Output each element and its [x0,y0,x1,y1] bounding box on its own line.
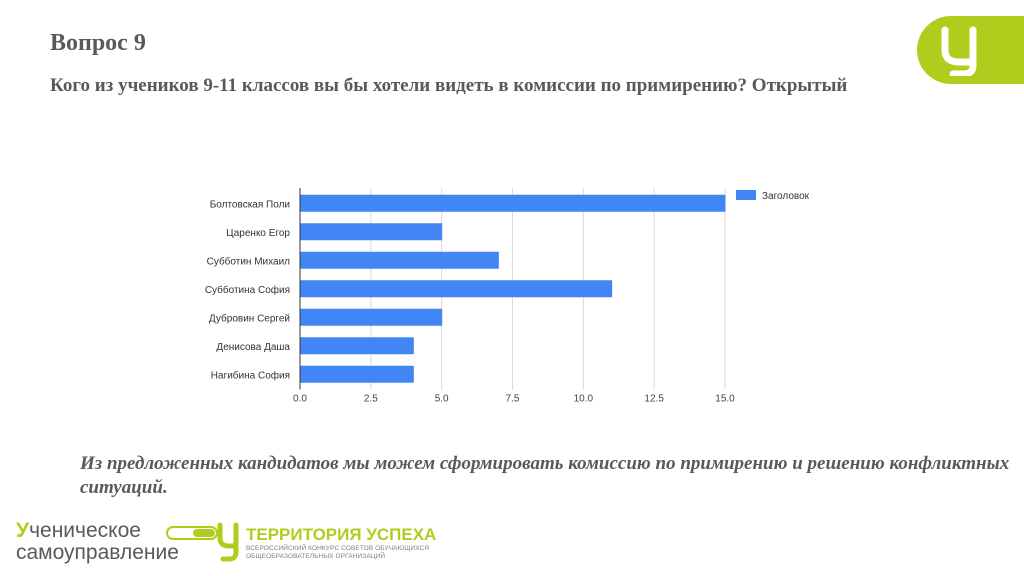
x-tick-label: 10.0 [574,394,594,405]
legend-swatch [736,190,756,200]
logo1-letter: У [16,519,30,542]
bar [300,251,499,269]
x-tick-label: 15.0 [715,394,735,405]
logo2-subtitle-1: ВСЕРОССИЙСКИЙ КОНКУРС СОВЕТОВ ОБУЧАЮЩИХС… [246,545,430,552]
bar [300,308,443,326]
conclusion-text: Из предложенных кандидатов мы можем сфор… [80,453,1010,498]
x-tick-label: 0.0 [293,394,307,405]
logo1-line1-text: ченическое [29,519,141,542]
x-tick-label: 12.5 [644,394,664,405]
category-label: Царенко Егор [226,228,290,239]
bar [300,223,443,241]
brand-u-icon [941,26,977,76]
bar [300,337,414,355]
bar [300,194,726,212]
student-government-logo: Ученическое самоуправление [16,520,218,566]
category-label: Нагибина София [211,369,290,381]
territory-u-icon [217,522,239,562]
bar [300,365,414,383]
bar [300,280,613,298]
slide-title: Вопрос 9 [50,30,146,56]
x-tick-label: 7.5 [506,394,520,405]
brand-badge [917,16,1024,84]
question-text: Кого из учеников 9-11 классов вы бы хоте… [50,75,848,96]
category-label: Субботина София [205,284,290,296]
logo1-line1: Ученическое [16,520,141,542]
logo1-line2: самоуправление [16,541,179,564]
bar-chart: 0.0 2.5 5.0 7.5 10.0 12.5 15.0 Болтовская Поли Ц… [205,188,810,405]
legend-label: Заголовок [762,191,810,202]
logo2-title: ТЕРРИТОРИЯ УСПЕХА [246,525,437,544]
x-tick-label: 5.0 [435,394,449,405]
territory-of-success-logo: ТЕРРИТОРИЯ УСПЕХА ВСЕРОССИЙСКИЙ КОНКУРС … [216,520,466,566]
category-label: Дубровин Сергей [209,312,290,324]
category-label: Денисова Даша [216,342,290,353]
category-label: Болтовская Поли [210,199,290,210]
logo2-subtitle-2: ОБЩЕОБРАЗОВАТЕЛЬНЫХ ОРГАНИЗАЦИЙ [246,553,386,560]
toggle-pill-icon [166,526,218,540]
x-tick-label: 2.5 [364,394,378,405]
category-label: Субботин Михаил [207,255,291,267]
